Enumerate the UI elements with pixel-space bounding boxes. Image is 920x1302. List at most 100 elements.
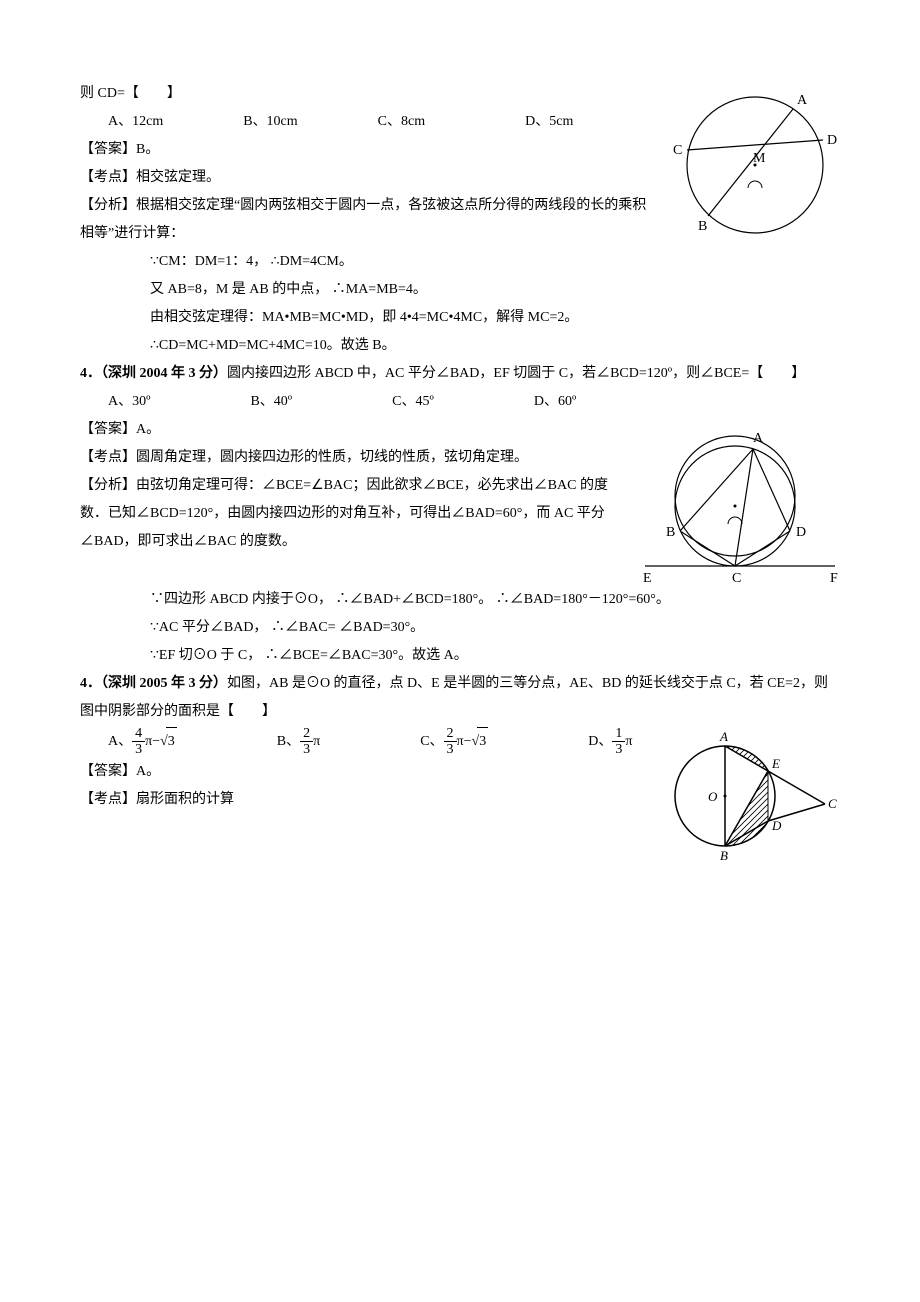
- q4b-b-pre: B、: [277, 734, 300, 749]
- q3-step2: 又 AB=8，M 是 AB 的中点， MA=MB=4。: [80, 276, 840, 304]
- q4b-c-num: 2: [444, 726, 457, 742]
- q4a-s3: EF 切⊙O 于 C， ∠BCE=∠BAC=30°。故选 A。: [80, 642, 840, 670]
- q4b-answer: A。: [136, 764, 160, 779]
- q3-choice-a: A、12cm: [108, 108, 163, 136]
- q4b-c-mid: π−: [457, 734, 472, 749]
- q4b-a-mid: π−: [145, 734, 160, 749]
- q3-diagram: A B C D M: [665, 80, 840, 240]
- therefore-icon: [336, 592, 350, 607]
- q4b-d-pre: D、: [588, 734, 612, 749]
- q4a-s1-a: 四边形 ABCD 内接于⊙O，: [164, 592, 332, 607]
- q4b-d-post: π: [625, 734, 632, 749]
- q4a-stem-text: 圆内接四边形 ABCD 中，AC 平分∠BAD，EF 切圆于 C，若∠BCD=1…: [227, 366, 805, 381]
- q3-choice-c: C、8cm: [378, 108, 425, 136]
- q3-analysis-label: 【分析】: [80, 198, 136, 213]
- q4a-s3-b: ∠BCE=∠BAC=30°。故选 A。: [279, 648, 468, 663]
- q3-step1-b: DM=4CM。: [280, 254, 353, 269]
- q4a-choice-c: C、45º: [392, 388, 434, 416]
- q3-topic-label: 【考点】: [80, 170, 136, 185]
- q4a-s2: AC 平分∠BAD， ∠BAC= ∠BAD=30°。: [80, 614, 840, 642]
- q3-choices: A、12cm B、10cm C、8cm D、5cm: [80, 108, 655, 136]
- q3-step2-b: MA=MB=4。: [346, 282, 427, 297]
- q4a-stem: 4．（深圳 2004 年 3 分）圆内接四边形 ABCD 中，AC 平分∠BAD…: [80, 360, 840, 388]
- q4b-label-e: E: [771, 756, 780, 771]
- q4b-answer-label: 【答案】: [80, 764, 136, 779]
- q4a-choices: A、30º B、40º C、45º D、60º: [80, 388, 840, 416]
- q4b-b-num: 2: [300, 726, 313, 742]
- q3-label-b: B: [698, 219, 707, 234]
- q3-label-m: M: [753, 151, 766, 166]
- q4b-c-pre: C、: [420, 734, 443, 749]
- q3-topic: 相交弦定理。: [136, 170, 220, 185]
- q4a-s2-b: ∠BAC= ∠BAD=30°。: [285, 620, 424, 635]
- q4b-a-den: 3: [132, 742, 145, 757]
- q4b-c-den: 3: [444, 742, 457, 757]
- because-icon: [150, 620, 159, 635]
- because-icon: [150, 254, 159, 269]
- q4a-head: 4．（深圳 2004 年 3 分）: [80, 366, 227, 381]
- q4a-label-d: D: [796, 525, 806, 540]
- q4a-s3-a: EF 切⊙O 于 C，: [159, 648, 261, 663]
- q3-step4-b: CD=MC+MD=MC+4MC=10。故选 B。: [159, 338, 396, 353]
- q3-step3: 由相交弦定理得：MA•MB=MC•MD，即 4•4=MC•4MC，解得 MC=2…: [80, 304, 840, 332]
- q4b-b-post: π: [313, 734, 320, 749]
- q4b-choice-b: B、23π: [277, 726, 320, 758]
- q4a-choice-d: D、60º: [534, 388, 576, 416]
- q4a-analysis-label: 【分析】: [80, 478, 136, 493]
- q4b-a-sqrt: 3: [166, 727, 177, 756]
- q4a-label-a: A: [753, 431, 764, 446]
- therefore-icon: [271, 620, 285, 635]
- q4a-s1-b: ∠BAD+∠BCD=180°。: [350, 592, 493, 607]
- q4a-ana1: 由弦切角定理可得：∠BCE=∠BAC；因此欲求∠BCE，必先求出∠BAC 的度数…: [80, 478, 608, 549]
- q4a-topic-label: 【考点】: [80, 450, 136, 465]
- q3-choice-b: B、10cm: [243, 108, 297, 136]
- q4b-label-c: C: [828, 796, 837, 811]
- q4b-choices: A、43π−√3 B、23π C、23π−√3 D、13π: [80, 726, 650, 758]
- q4a-choice-b: B、40º: [250, 388, 292, 416]
- therefore-icon: [332, 282, 346, 297]
- q4b-label-b: B: [720, 848, 728, 863]
- q4b-c-sqrt: 3: [477, 727, 488, 756]
- therefore-icon: [496, 592, 510, 607]
- q4b-d-num: 1: [612, 726, 625, 742]
- q4b-svg: A B C D E O: [660, 726, 840, 866]
- therefore-icon: [265, 648, 279, 663]
- q4a-answer: A。: [136, 422, 160, 437]
- q4a-topic: 圆周角定理，圆内接四边形的性质，切线的性质，弦切角定理。: [136, 450, 528, 465]
- q4b-label-a: A: [719, 729, 728, 744]
- q4a-s2-a: AC 平分∠BAD，: [159, 620, 268, 635]
- q4a-answer-label: 【答案】: [80, 422, 136, 437]
- q3-step1: CM：DM=1：4， DM=4CM。: [80, 248, 840, 276]
- q4b-choice-d: D、13π: [588, 726, 632, 758]
- q4a-choice-a: A、30º: [108, 388, 150, 416]
- q4b-topic-label: 【考点】: [80, 792, 136, 807]
- q4a-label-b: B: [666, 525, 675, 540]
- q3-label-a: A: [797, 93, 808, 108]
- q4a-s1: 四边形 ABCD 内接于⊙O， ∠BAD+∠BCD=180°。 ∠BAD=180…: [80, 586, 840, 614]
- q4b-topic: 扇形面积的计算: [136, 792, 234, 807]
- therefore-icon: [271, 254, 280, 269]
- q4a-svg: A B C D E F: [640, 416, 840, 586]
- q3-svg: A B C D M: [665, 80, 840, 240]
- q3-label-d: D: [827, 133, 837, 148]
- q4b-a-num: 4: [132, 726, 145, 742]
- q4b-label-o: O: [708, 789, 718, 804]
- q3-step4: CD=MC+MD=MC+4MC=10。故选 B。: [80, 332, 840, 360]
- q3-step1-a: CM：DM=1：4，: [159, 254, 267, 269]
- q4a-label-f: F: [830, 571, 838, 586]
- therefore-icon: [150, 338, 159, 353]
- because-icon: [150, 592, 164, 607]
- q4a-s1-c: ∠BAD=180°－120°=60°。: [510, 592, 670, 607]
- q4a-diagram: A B C D E F: [640, 416, 840, 586]
- q4b-a-pre: A、: [108, 734, 132, 749]
- q4b-label-d: D: [771, 818, 782, 833]
- q4b-d-den: 3: [612, 742, 625, 757]
- q4b-diagram: A B C D E O: [660, 726, 840, 866]
- q4b-b-den: 3: [300, 742, 313, 757]
- q4b-stem: 4．（深圳 2005 年 3 分）如图，AB 是⊙O 的直径，点 D、E 是半圆…: [80, 670, 840, 726]
- q4b-choice-c: C、23π−√3: [420, 726, 488, 758]
- q3-choice-d: D、5cm: [525, 108, 573, 136]
- q3-answer-label: 【答案】: [80, 142, 136, 157]
- q4b-choice-a: A、43π−√3: [108, 726, 177, 758]
- q4b-head: 4．（深圳 2005 年 3 分）: [80, 676, 227, 691]
